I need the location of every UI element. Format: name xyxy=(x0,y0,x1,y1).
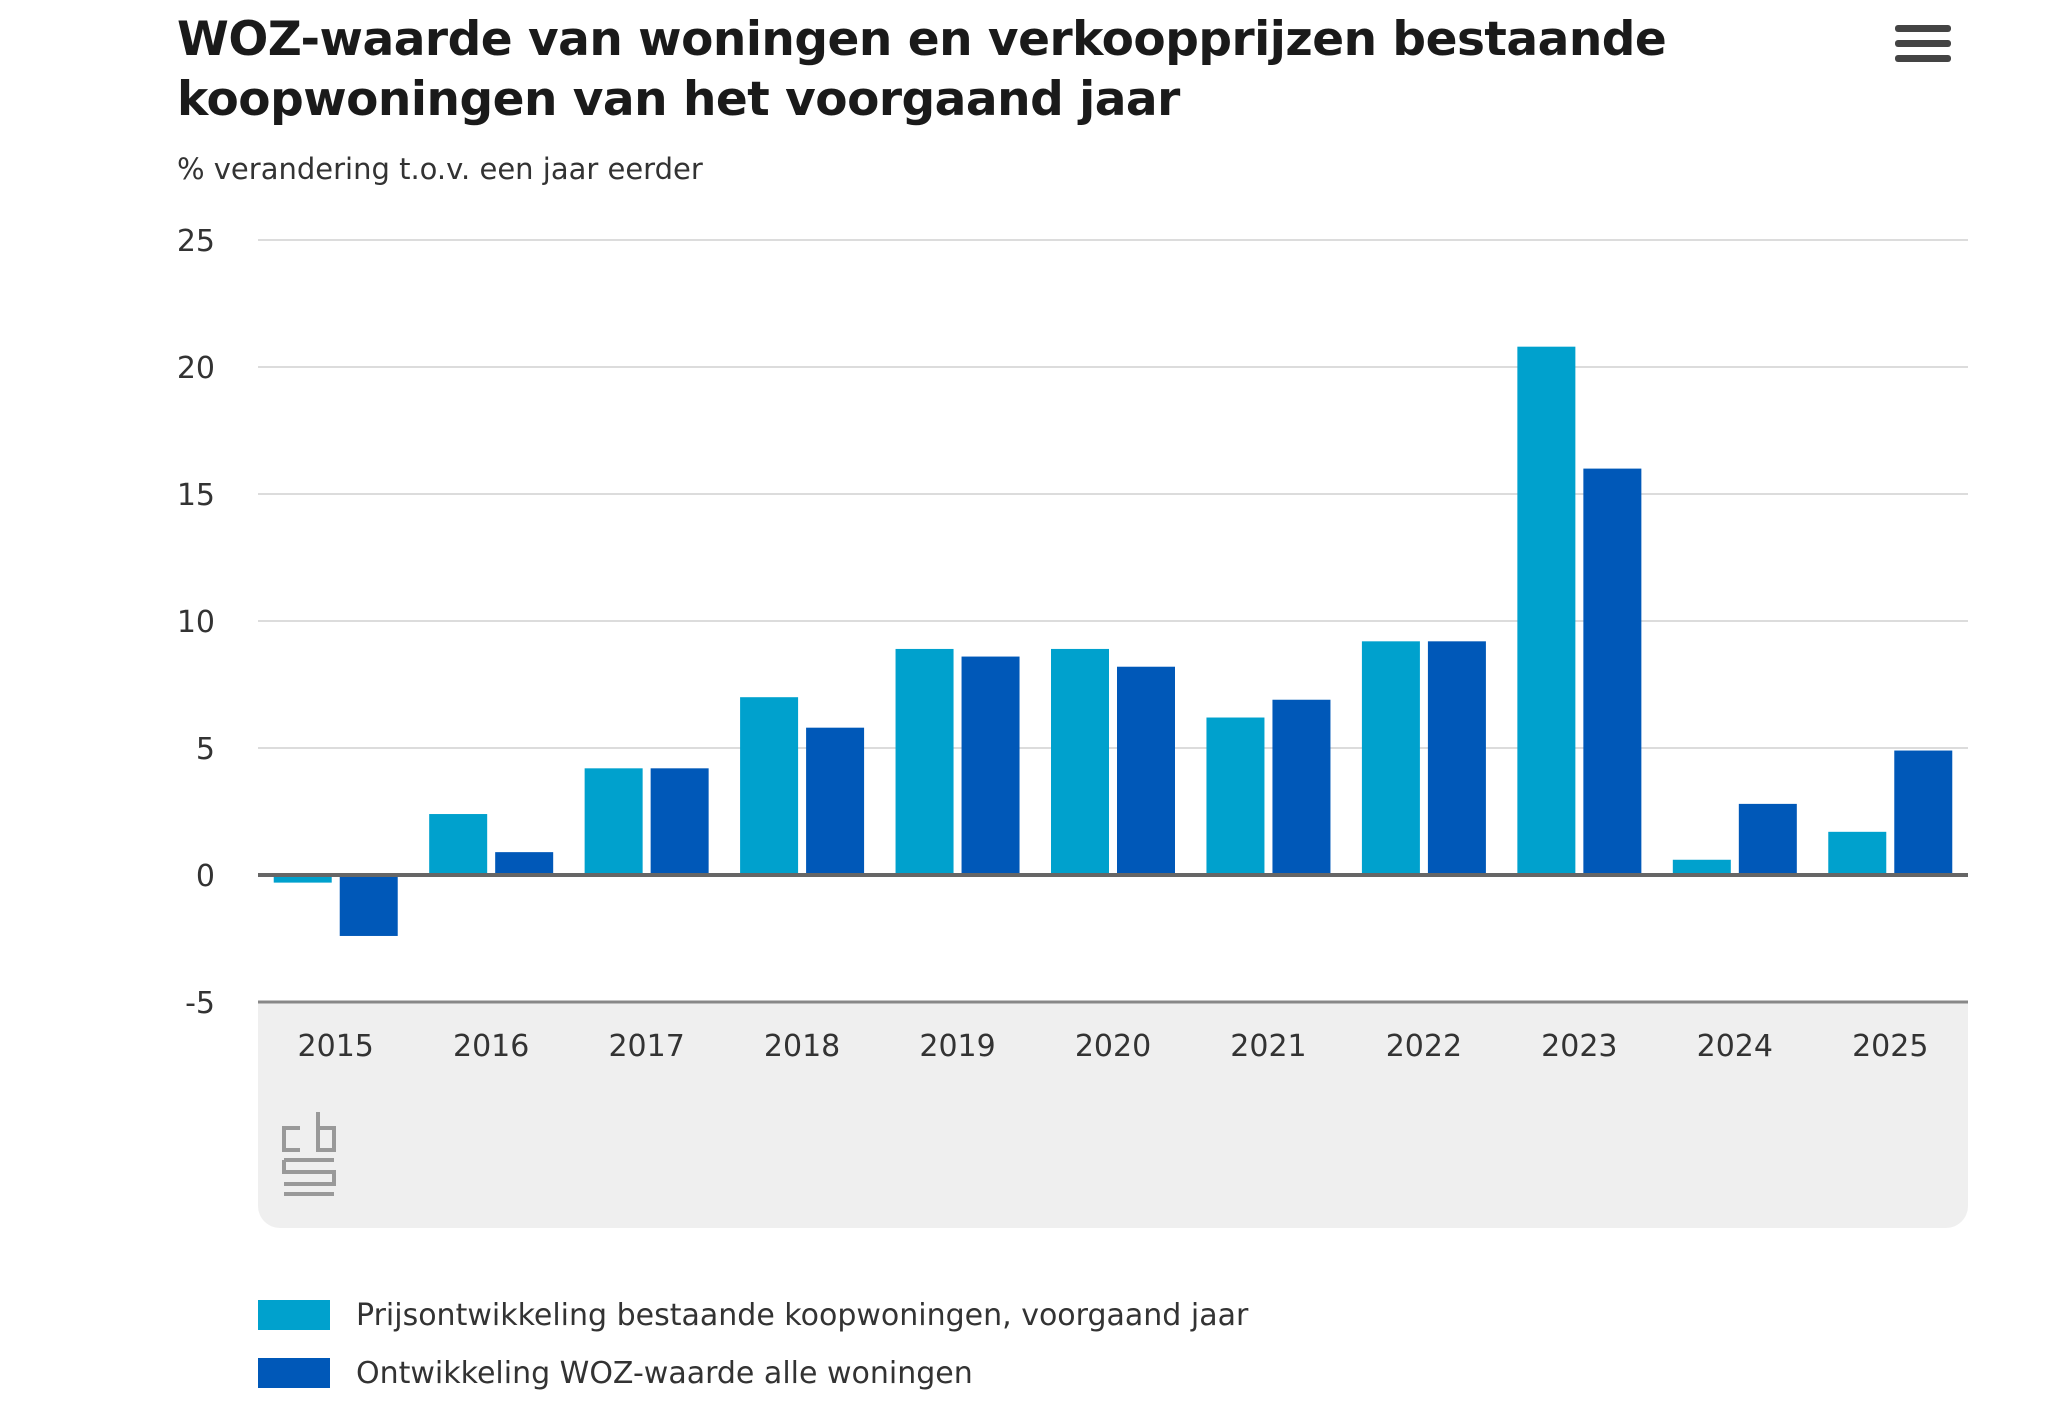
bar-series-1-2023 xyxy=(1517,346,1576,875)
bar-series-1-2025 xyxy=(1828,831,1887,875)
bar-series-2-2018 xyxy=(806,727,865,875)
bar-series-2-2021 xyxy=(1272,699,1331,875)
x-tick-label: 2016 xyxy=(453,1029,529,1064)
x-tick-label: 2020 xyxy=(1075,1029,1151,1064)
bar-series-1-2019 xyxy=(895,648,954,875)
hamburger-menu-icon[interactable] xyxy=(1895,25,1951,73)
bar-series-1-2020 xyxy=(1051,648,1109,875)
x-tick-label: 2017 xyxy=(608,1029,684,1064)
bar-series-1-2017 xyxy=(584,768,643,875)
y-tick-label: -5 xyxy=(185,986,215,1021)
x-tick-label: 2019 xyxy=(919,1029,995,1064)
legend-label-series-1: Prijsontwikkeling bestaande koopwoningen… xyxy=(356,1297,1249,1333)
bar-series-2-2015 xyxy=(339,875,398,936)
x-tick-label: 2018 xyxy=(764,1029,840,1064)
x-tick-label: 2025 xyxy=(1852,1029,1928,1064)
bar-series-2-2025 xyxy=(1894,750,1953,875)
cbs-logo-icon xyxy=(282,1112,336,1196)
legend-item-series-1[interactable]: Prijsontwikkeling bestaande koopwoningen… xyxy=(258,1286,1248,1344)
y-tick-label: 5 xyxy=(196,732,215,767)
legend-swatch-series-1 xyxy=(258,1300,330,1330)
bar-series-1-2015 xyxy=(273,875,332,883)
chart-title: WOZ-waarde van woningen en verkoopprijze… xyxy=(177,12,1667,127)
bar-series-1-2024 xyxy=(1672,859,1731,875)
x-tick-label: 2021 xyxy=(1230,1029,1306,1064)
chart-legend: Prijsontwikkeling bestaande koopwoningen… xyxy=(258,1286,1248,1402)
y-tick-label: 10 xyxy=(177,605,215,640)
x-axis-area-top xyxy=(258,1002,1968,1032)
x-axis-area xyxy=(258,1002,1968,1228)
y-tick-label: 15 xyxy=(177,478,215,513)
bar-series-2-2016 xyxy=(495,852,554,875)
y-tick-label: 0 xyxy=(196,859,215,894)
x-tick-label: 2022 xyxy=(1386,1029,1462,1064)
bar-series-1-2016 xyxy=(429,814,488,875)
bar-series-2-2023 xyxy=(1583,468,1642,875)
bar-series-1-2018 xyxy=(740,697,799,875)
bar-series-2-2022 xyxy=(1427,641,1486,875)
y-tick-label: 25 xyxy=(177,224,215,259)
chart-subtitle: % verandering t.o.v. een jaar eerder xyxy=(177,152,703,186)
y-tick-label: 20 xyxy=(177,351,215,386)
x-tick-label: 2015 xyxy=(298,1029,374,1064)
bar-series-1-2022 xyxy=(1361,641,1420,875)
x-tick-label: 2023 xyxy=(1541,1029,1617,1064)
bar-series-2-2024 xyxy=(1738,803,1797,875)
legend-label-series-2: Ontwikkeling WOZ-waarde alle woningen xyxy=(356,1355,973,1391)
x-tick-label: 2024 xyxy=(1697,1029,1773,1064)
legend-item-series-2[interactable]: Ontwikkeling WOZ-waarde alle woningen xyxy=(258,1344,1248,1402)
bar-series-2-2019 xyxy=(961,656,1020,875)
legend-swatch-series-2 xyxy=(258,1358,330,1388)
bar-series-2-2017 xyxy=(650,768,709,875)
bar-series-2-2020 xyxy=(1117,666,1175,875)
bar-series-1-2021 xyxy=(1206,717,1265,875)
